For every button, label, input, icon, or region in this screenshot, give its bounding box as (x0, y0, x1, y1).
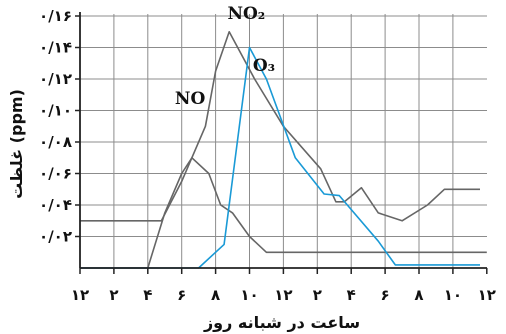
y-tick-label: ۰/۱۲ (39, 70, 72, 88)
series-layer (80, 30, 487, 269)
y-tick-label: ۰/۰۲ (39, 228, 72, 246)
x-tick-label: ۲ (109, 286, 118, 304)
y-axis-ticks: ۰/۰۲ ۰/۰۴ ۰/۰۶ ۰/۰۸ ۰/۱۰ ۰/۱۲ ۰/۱۴ ۰/۱۶ (39, 7, 80, 246)
series-line-o (80, 46, 480, 269)
x-tick-label: ۱۰ (240, 286, 258, 304)
series-labels: NO NO₂ O₃ (175, 4, 275, 109)
x-tick-label: ۲ (313, 286, 322, 304)
series-label-no: NO₂ (227, 4, 265, 24)
y-tick-label: ۰/۰۸ (39, 133, 72, 151)
y-tick-label: ۰/۱۰ (39, 102, 72, 120)
x-tick-label: ۱۲ (478, 286, 496, 304)
y-tick-label: ۰/۰۶ (39, 165, 72, 183)
x-tick-label: ۸ (414, 286, 423, 304)
y-axis-title: غلظت (ppm) (7, 89, 26, 199)
x-tick-label: ۱۲ (274, 286, 292, 304)
series-line-no (80, 30, 480, 222)
x-tick-label: ۴ (347, 286, 356, 304)
y-tick-label: ۰/۱۶ (39, 7, 72, 25)
x-axis-title: ساعت در شبانه روز (203, 313, 360, 332)
series-label-no: NO (175, 89, 206, 109)
series-line-no (80, 157, 487, 269)
y-tick-label: ۰/۰۴ (39, 196, 72, 214)
x-tick-label: ۸ (211, 286, 220, 304)
y-tick-label: ۰/۱۴ (39, 39, 72, 57)
x-tick-label: ۴ (143, 286, 152, 304)
x-tick-label: ۱۲ (71, 286, 89, 304)
grid (80, 14, 487, 268)
x-tick-label: ۶ (177, 286, 186, 304)
x-axis-ticks: ۱۲ ۲ ۴ ۶ ۸ ۱۰ ۱۲ ۲ ۴ ۶ ۸ ۱۰ ۱۲ (71, 268, 496, 304)
series-label-o: O₃ (253, 56, 275, 76)
x-tick-label: ۱۰ (444, 286, 462, 304)
x-tick-label: ۶ (381, 286, 390, 304)
